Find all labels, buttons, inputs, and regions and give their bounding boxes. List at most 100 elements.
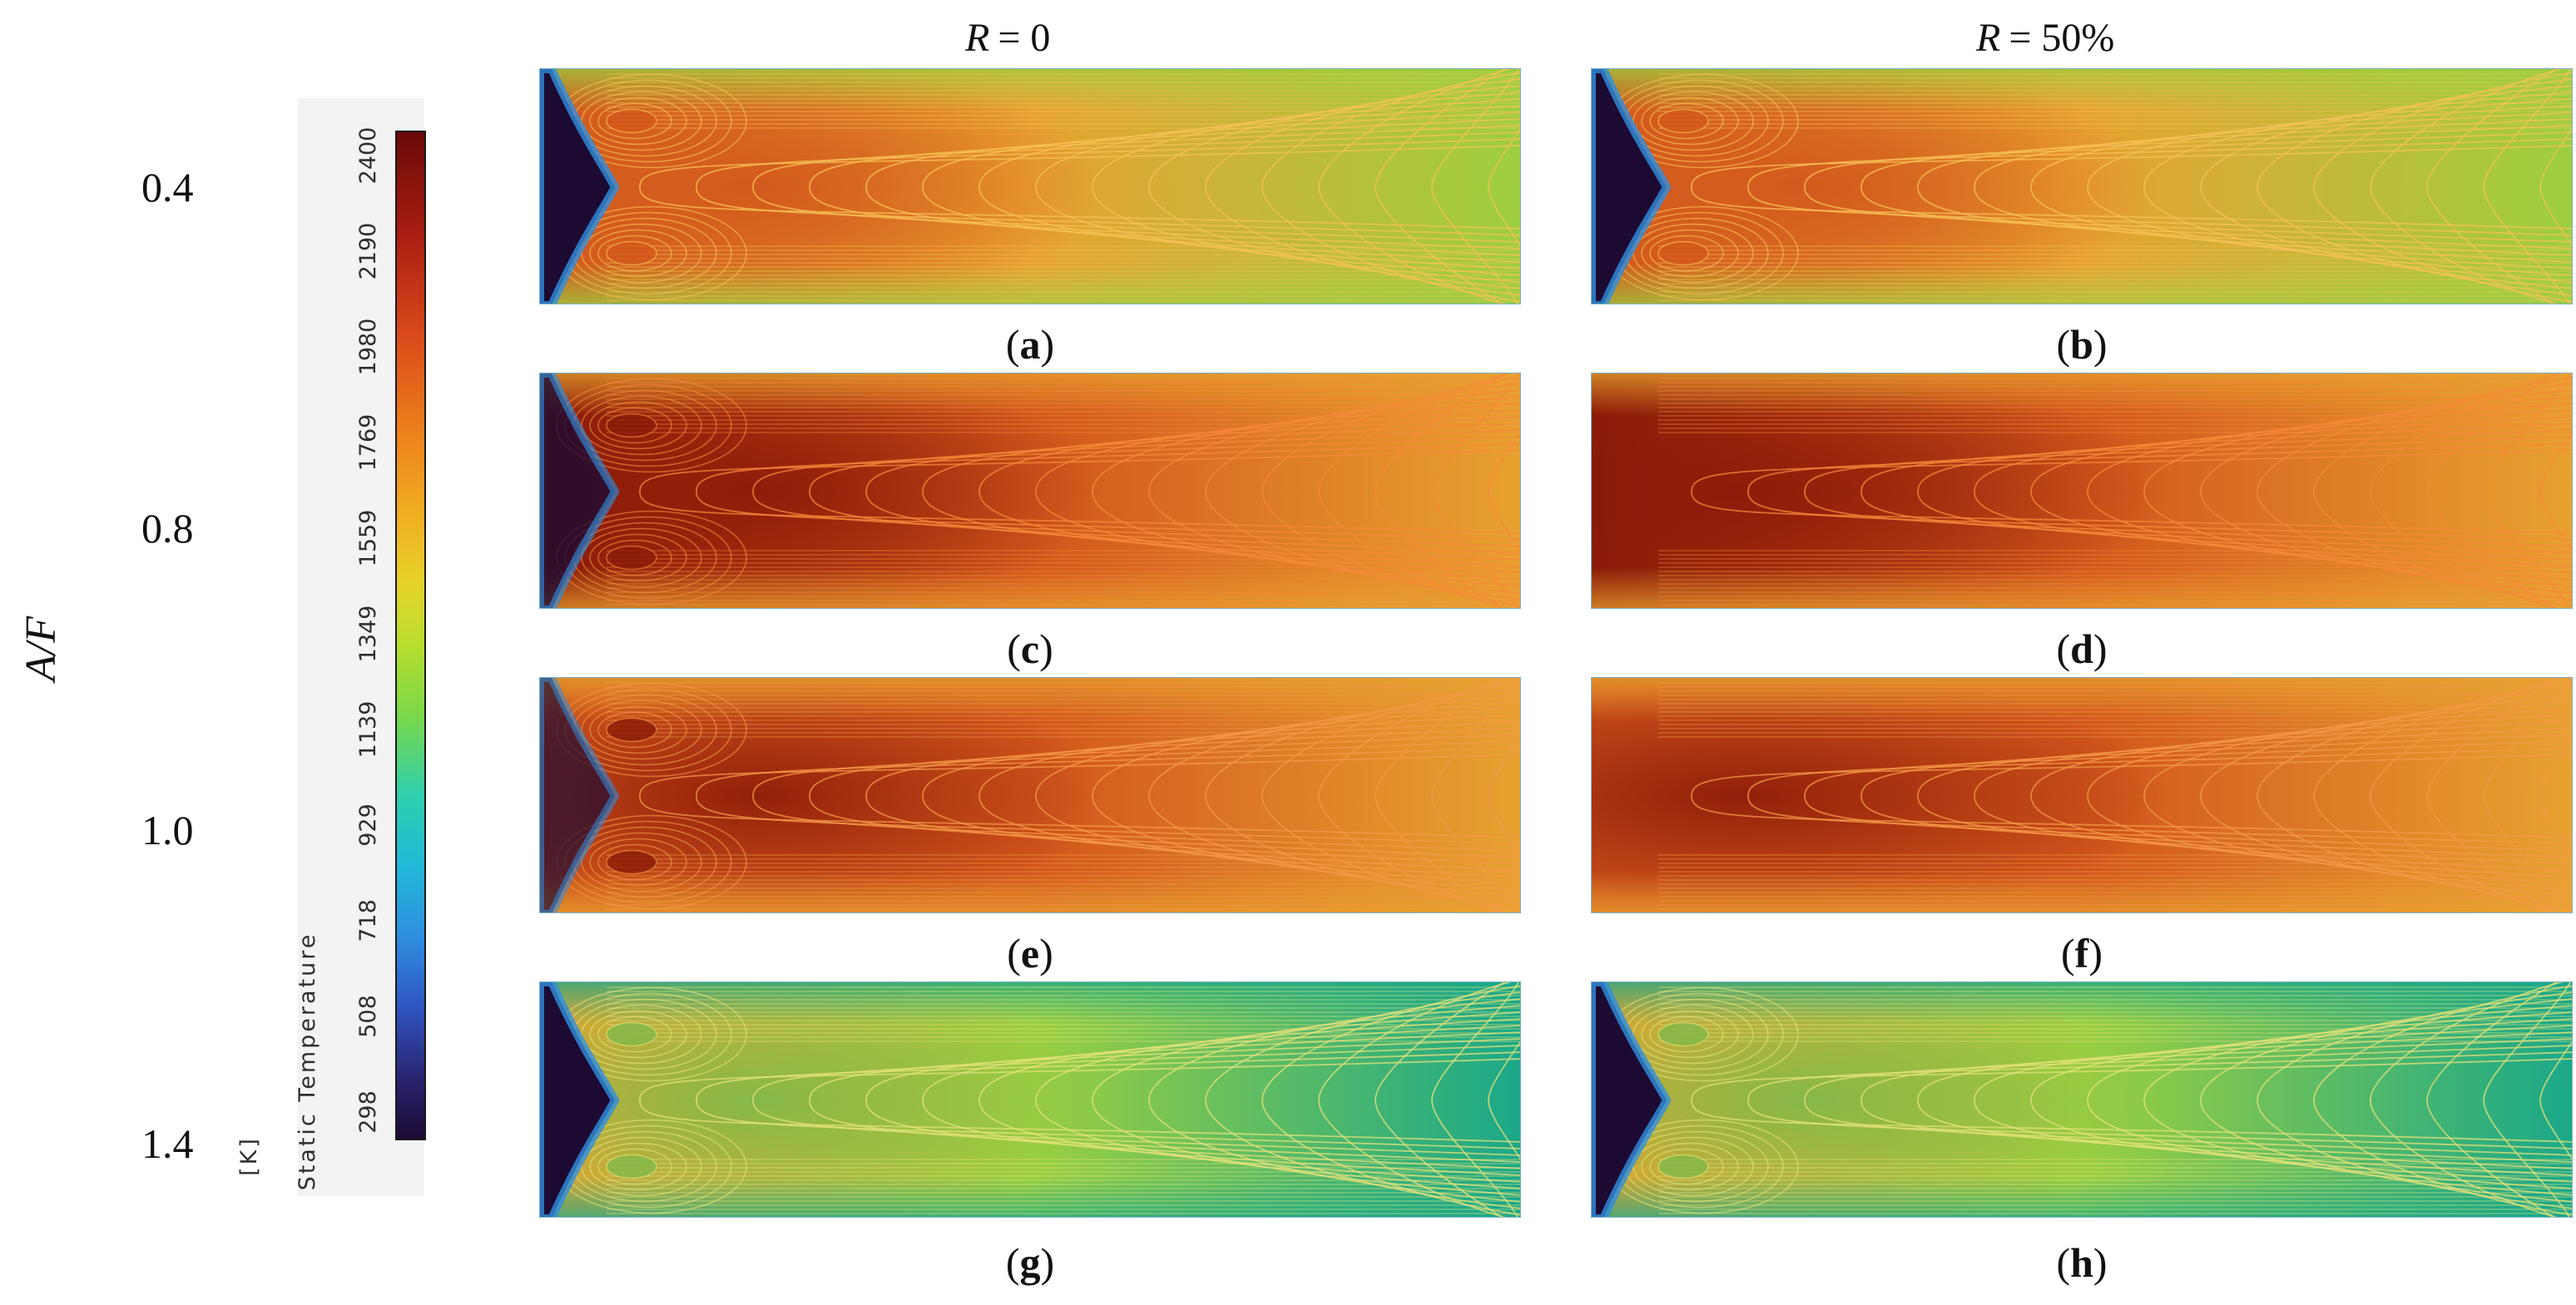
isotherm — [1261, 376, 1520, 607]
recirculation-lobe-top — [1641, 1010, 1739, 1059]
cold-inlet-jet — [540, 982, 620, 1217]
caption-letter: h — [2070, 1239, 2093, 1286]
recirculation-lobe-bottom — [606, 849, 657, 875]
isotherm — [639, 145, 1520, 230]
caption-paren: ) — [2093, 625, 2108, 672]
recirculation-lobe-top — [606, 717, 657, 743]
isotherm — [2087, 98, 2572, 276]
recirculation-lobe-bottom — [606, 240, 657, 266]
caption-paren: ) — [1040, 1239, 1055, 1286]
isotherm — [1035, 1011, 1520, 1189]
caption-letter: c — [1020, 625, 1040, 672]
isotherm — [1035, 403, 1520, 581]
isotherm — [639, 754, 1520, 838]
panel-caption-b: (b) — [2032, 319, 2132, 369]
cold-inlet-jet — [540, 69, 620, 304]
recirculation-lobe-top — [589, 705, 687, 754]
colorbar-tick-label: 1980 — [355, 318, 381, 376]
caption-letter: a — [1019, 321, 1041, 368]
panel-caption-h: (h) — [2032, 1238, 2132, 1288]
temperature-contour-h — [1592, 982, 2572, 1217]
recirculation-lobe-bottom — [1649, 1148, 1724, 1185]
recirculation-lobe-bottom — [1657, 240, 1709, 266]
isotherm — [1691, 1058, 2572, 1143]
isotherm — [1431, 69, 1519, 304]
colorbar-tick-label: 1139 — [355, 700, 381, 759]
isotherm — [1488, 736, 1520, 856]
recirculation-lobe-bottom — [1657, 1154, 1709, 1179]
column-header-value: = 50% — [2009, 16, 2115, 60]
recirculation-lobe-top — [597, 711, 672, 749]
caption-letter: f — [2074, 930, 2089, 976]
isotherm — [2426, 982, 2558, 1217]
cold-inlet-jet — [1592, 69, 1672, 304]
isotherm — [696, 747, 1520, 845]
caption-letter: b — [2070, 321, 2093, 368]
colorbar-tick-label: 508 — [355, 995, 381, 1038]
caption-letter: g — [1019, 1239, 1041, 1286]
isotherm — [2256, 383, 2572, 601]
isotherm — [2256, 687, 2572, 905]
temperature-contour-f — [1592, 678, 2572, 912]
temperature-contour-b — [1592, 69, 2572, 304]
colorbar-tick-label: 1559 — [355, 509, 381, 567]
caption-paren: ) — [1040, 321, 1055, 368]
isotherm — [2200, 694, 2572, 898]
caption-paren: ( — [2061, 930, 2075, 976]
caption-paren: ( — [2056, 1239, 2071, 1286]
caption-paren: ) — [2093, 1239, 2108, 1286]
caption-letter: d — [2070, 625, 2093, 672]
isotherm — [752, 131, 1520, 243]
colorbar-gradient — [395, 131, 426, 1140]
caption-letter: e — [1020, 930, 1040, 976]
colorbar-tick-label: 2400 — [355, 126, 381, 185]
panel-caption-g: (g) — [980, 1238, 1080, 1288]
column-header-value: = 0 — [998, 16, 1051, 60]
isotherm — [2087, 707, 2572, 885]
isotherm — [2143, 1005, 2572, 1196]
isotherm — [696, 138, 1520, 236]
contour-lines — [1658, 678, 2572, 912]
row-label-1: 0.8 — [141, 505, 194, 551]
contour-lines — [607, 678, 1520, 912]
isotherm — [1148, 85, 1520, 289]
isotherm — [1747, 747, 2572, 845]
isotherm — [2483, 982, 2571, 1217]
isotherm — [1092, 1005, 1520, 1196]
panel-caption-e: (e) — [980, 928, 1080, 978]
recirculation-lobe-top — [589, 401, 687, 450]
contour-lines — [607, 69, 1520, 304]
isotherm — [1092, 91, 1520, 283]
recirculation-lobe-top — [589, 1010, 687, 1059]
isotherm — [1431, 678, 1519, 912]
isotherm — [2313, 72, 2572, 303]
isotherm — [1261, 72, 1520, 303]
panel-caption-a: (a) — [980, 319, 1080, 369]
temperature-contour-e — [540, 678, 1520, 912]
isotherm — [1205, 78, 1520, 296]
contour-lines — [607, 373, 1520, 608]
isotherm — [2200, 85, 2572, 289]
isotherm — [2370, 678, 2564, 912]
isotherm — [1488, 127, 1520, 247]
isotherm — [865, 727, 1520, 865]
colorbar-tick-label: 1769 — [355, 413, 381, 472]
recirculation-lobe-bottom — [589, 533, 687, 582]
isotherm — [1318, 69, 1513, 304]
colorbar-tick-label: 1349 — [355, 605, 381, 663]
isotherm — [1691, 145, 2572, 230]
isotherm — [1148, 694, 1520, 898]
colorbar-tick-label: 298 — [355, 1090, 381, 1134]
isotherm — [1318, 373, 1513, 608]
caption-paren: ( — [1007, 625, 1021, 672]
isotherm — [1035, 98, 1520, 276]
isotherm — [1804, 740, 2572, 852]
isotherm — [1804, 1045, 2572, 1156]
column-header-r0: R = 0 — [965, 7, 1050, 70]
panel-caption-f: (f) — [2032, 928, 2132, 978]
isotherm — [1431, 982, 1519, 1217]
isotherm — [639, 1058, 1520, 1143]
isotherm — [1375, 69, 1506, 304]
contour-panel-d — [1591, 373, 2573, 609]
panel-caption-d: (d) — [2032, 624, 2132, 674]
